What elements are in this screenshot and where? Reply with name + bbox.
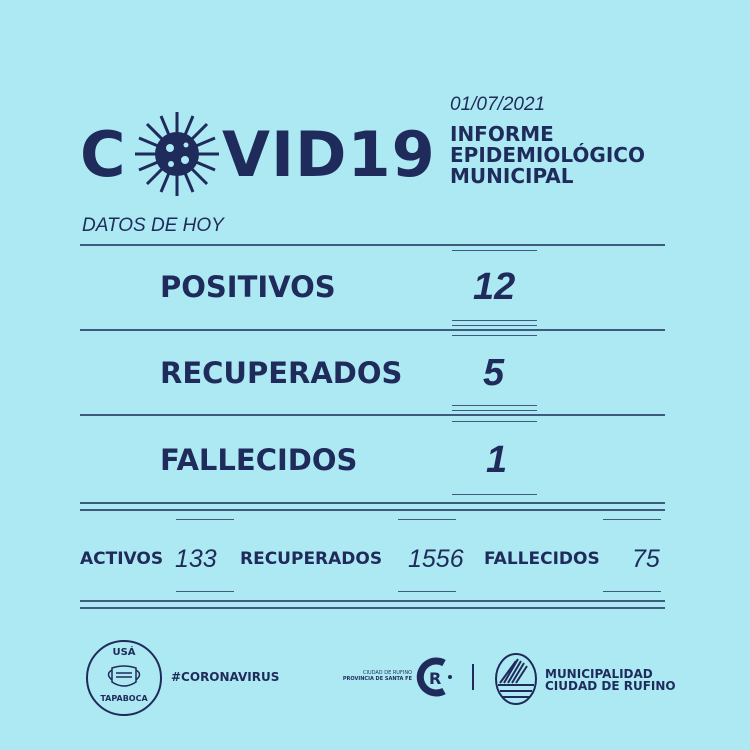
divider bbox=[452, 405, 537, 406]
report-date: 01/07/2021 bbox=[450, 94, 546, 115]
divider bbox=[452, 410, 537, 411]
today-recuperados-value: 5 bbox=[483, 352, 505, 394]
today-positivos-label: POSITIVOS bbox=[160, 270, 336, 304]
today-fallecidos-label: FALLECIDOS bbox=[160, 443, 358, 477]
divider bbox=[176, 519, 234, 520]
divider bbox=[452, 325, 537, 326]
municipal-shield-icon bbox=[495, 653, 537, 705]
report-title: INFORME EPIDEMIOLÓGICO MUNICIPAL bbox=[450, 124, 645, 187]
badge-bottom-text: TAPABOCA bbox=[100, 694, 148, 703]
divider bbox=[80, 329, 665, 331]
divider bbox=[176, 591, 234, 592]
rufino-c-logo-icon: R bbox=[416, 657, 452, 697]
subtitle-line: INFORME bbox=[450, 122, 554, 146]
tapaboca-badge: USÁ TAPABOCA bbox=[86, 640, 162, 716]
city-small-1: CIUDAD DE RUFINO bbox=[362, 670, 412, 676]
muni-line-2: CIUDAD DE RUFINO bbox=[545, 679, 676, 693]
divider bbox=[80, 600, 665, 602]
divider bbox=[452, 320, 537, 321]
divider bbox=[452, 250, 537, 251]
today-positivos-value: 12 bbox=[473, 266, 516, 308]
city-small-2: PROVINCIA DE SANTA FE bbox=[342, 676, 412, 682]
title-c: C bbox=[80, 118, 127, 191]
today-fallecidos-value: 1 bbox=[486, 439, 508, 481]
total-recuperados-label: RECUPERADOS bbox=[240, 549, 383, 569]
mask-icon bbox=[107, 665, 141, 687]
virus-icon bbox=[135, 112, 219, 196]
total-fallecidos-value: 75 bbox=[632, 545, 660, 573]
section-title: DATOS DE HOY bbox=[82, 215, 224, 236]
badge-top-text: USÁ bbox=[112, 647, 136, 658]
divider bbox=[398, 519, 456, 520]
hashtag: #CORONAVIRUS bbox=[171, 670, 280, 684]
separator bbox=[472, 664, 474, 690]
divider bbox=[452, 494, 537, 495]
total-recuperados-value: 1556 bbox=[408, 545, 464, 573]
divider bbox=[80, 244, 665, 246]
muni-line-1: MUNICIPALIDAD bbox=[545, 667, 653, 681]
title-rest: VID19 bbox=[222, 118, 436, 191]
divider bbox=[80, 502, 665, 504]
total-activos-label: ACTIVOS bbox=[80, 549, 164, 569]
today-recuperados-label: RECUPERADOS bbox=[160, 356, 403, 390]
svg-text:R: R bbox=[429, 669, 441, 688]
municipalidad-text: MUNICIPALIDAD CIUDAD DE RUFINO bbox=[545, 668, 676, 692]
subtitle-line: EPIDEMIOLÓGICO bbox=[450, 143, 645, 167]
divider bbox=[452, 421, 537, 422]
total-activos-value: 133 bbox=[175, 545, 217, 573]
divider bbox=[398, 591, 456, 592]
divider bbox=[80, 607, 665, 609]
divider bbox=[603, 591, 661, 592]
divider bbox=[603, 519, 661, 520]
total-fallecidos-label: FALLECIDOS bbox=[484, 549, 600, 569]
divider bbox=[452, 335, 537, 336]
divider bbox=[80, 414, 665, 416]
city-small-text: CIUDAD DE RUFINO PROVINCIA DE SANTA FE bbox=[320, 670, 412, 682]
divider bbox=[80, 509, 665, 511]
subtitle-line: MUNICIPAL bbox=[450, 164, 574, 188]
